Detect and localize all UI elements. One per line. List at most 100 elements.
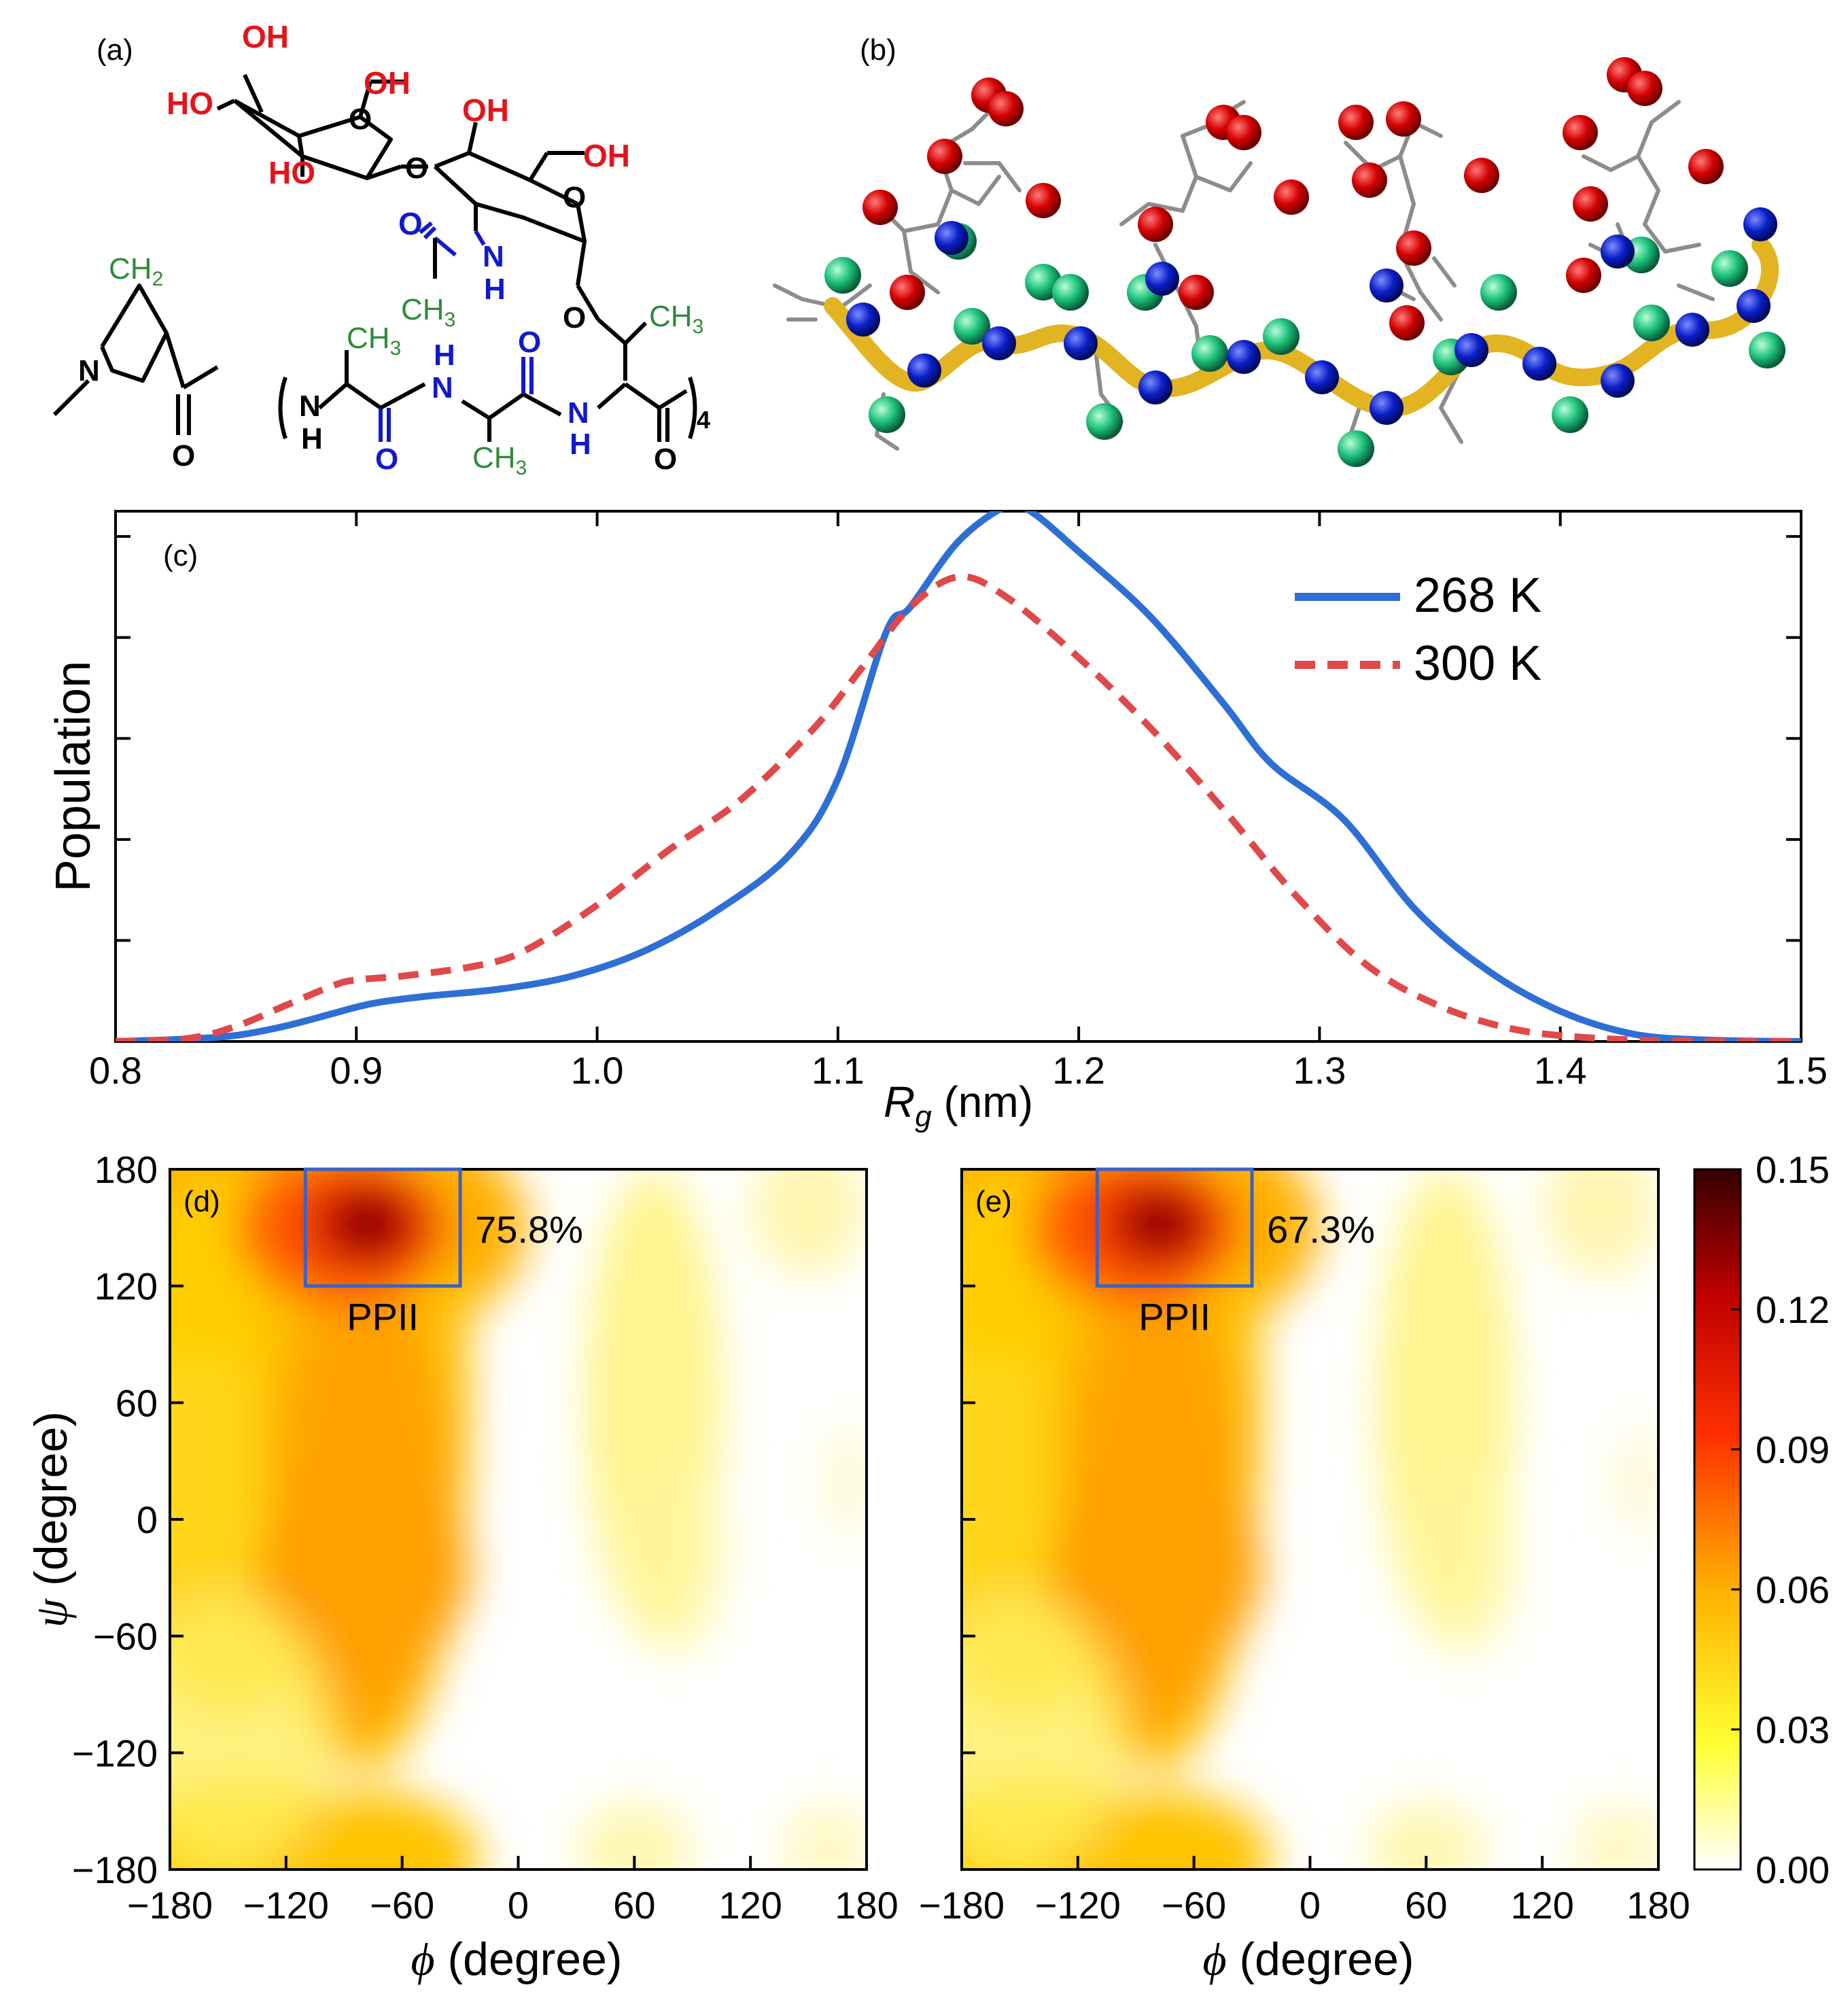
carbon-atom [1749, 332, 1785, 368]
colorbar-tick-label: 0.03 [1756, 1708, 1830, 1751]
oxygen-atom [1138, 207, 1173, 242]
oxygen-atom [1563, 115, 1598, 150]
nitrogen-atom [982, 326, 1016, 360]
oxygen-atom [890, 275, 925, 310]
hydroxyl-label: OH [583, 138, 630, 173]
density-blob [962, 1597, 1126, 1869]
x-tick-label: 0.9 [330, 1049, 383, 1092]
density-blob [1068, 1266, 1242, 1734]
alanine-methyl-label: CH3 [347, 322, 401, 360]
axis-ticks: −180 −120 −60 0 60 120 180 [919, 1168, 1690, 1927]
colorbar-ticks: 0.00 0.03 0.06 0.09 0.12 0.15 [1731, 1148, 1830, 1891]
hydroxyl-label: HO [167, 86, 213, 121]
density-blob [576, 1801, 693, 1869]
carbon-atom [1263, 318, 1300, 355]
stick-bond [1228, 161, 1253, 192]
x-tick-label: 1.2 [1052, 1049, 1105, 1092]
series-line-300K [116, 573, 1801, 1041]
acetamide-bonds [419, 221, 486, 279]
x-tick-label: 1.4 [1534, 1049, 1587, 1092]
colorbar: 0.00 0.03 0.06 0.09 0.12 0.15 [1693, 1148, 1830, 1891]
density-blob [618, 1461, 727, 1656]
stick-bond [949, 188, 981, 206]
glycosidic-oxygen-label: O [563, 301, 586, 334]
nitrogen-atom [1675, 313, 1709, 347]
heatmap-density [962, 1169, 1658, 1869]
x-tick-label: 1.3 [1293, 1049, 1346, 1092]
panel-e-label: (e) [975, 1185, 1012, 1218]
galnac-ring [433, 122, 600, 321]
density-blob [266, 1791, 480, 1869]
colorbar-tick-label: 0.09 [1756, 1428, 1830, 1471]
stick-bond [902, 229, 913, 274]
ppii-label: PPII [1138, 1296, 1210, 1339]
plot-frame [114, 510, 1802, 1043]
hydroxyl-label: OH [364, 65, 411, 101]
x-tick-label: 120 [1510, 1884, 1573, 1927]
x-tick-label: −180 [127, 1884, 213, 1927]
amide-hydrogen-label: H [434, 339, 455, 372]
x-axis-label: Rg (nm) [884, 1077, 1033, 1133]
carbon-atom [954, 308, 990, 345]
oxygen-atom [1386, 101, 1421, 137]
stick-bond [1119, 202, 1151, 226]
stick-bond [1418, 290, 1443, 322]
stick-bond [841, 283, 872, 308]
galactose-ring [216, 73, 428, 180]
x-tick-label: 180 [835, 1884, 898, 1927]
nitrogen-atom [1227, 340, 1261, 374]
carbon-atom [1086, 403, 1123, 440]
stick-bond [1677, 283, 1715, 301]
oxygen-atom [1627, 71, 1662, 106]
stick-bond [1181, 134, 1198, 179]
axis-ticks: −180−180 −120 −120 −60 −60 0 0 60 60 120 120 180 180 [72, 1148, 899, 1927]
y-tick-label: 120 [94, 1265, 158, 1308]
panel-c-label: (c) [163, 539, 198, 572]
hydroxyl-label: HO [268, 155, 315, 190]
oxygen-atom [927, 139, 962, 174]
oxygen-atom [1026, 183, 1061, 218]
nitrogen-atom [1737, 289, 1771, 323]
stick-bond [909, 270, 940, 294]
stick-bond [936, 188, 954, 226]
x-tick-label: 0 [1300, 1884, 1321, 1927]
oxygen-atom [1464, 158, 1499, 193]
ppii-percent: 75.8% [475, 1208, 583, 1251]
density-blob [779, 1801, 867, 1869]
y-tick-label: 0 [137, 1498, 158, 1541]
repeat-count-label: 4 [697, 406, 710, 434]
stick-bond [997, 161, 1022, 192]
series-line-268K [116, 511, 1801, 1041]
amide-nitrogen-label: N [483, 240, 504, 273]
x-tick-label: 1.0 [571, 1049, 624, 1092]
stick-bond [1439, 406, 1463, 444]
density-blob [1542, 1169, 1658, 1277]
ppii-percent: 67.3% [1267, 1208, 1375, 1251]
stick-bond [1663, 243, 1701, 254]
oxygen-atom [1396, 230, 1431, 266]
y-tick-label: −60 [93, 1615, 158, 1658]
x-tick-label: −60 [370, 1884, 434, 1927]
panel-a-structure: (a) [52, 19, 710, 479]
y-tick-label: 60 [116, 1381, 158, 1424]
oxygen-atom [1338, 105, 1374, 140]
proline-carbonyl-label: O [172, 439, 195, 472]
oxygen-atom [1573, 186, 1608, 222]
density-blob [170, 1597, 334, 1869]
y-axis-label: ψ (degree) [25, 1411, 77, 1627]
x-tick-label: 60 [613, 1884, 655, 1927]
x-tick-label: 180 [1626, 1884, 1690, 1927]
nitrogen-atom [1145, 262, 1179, 296]
density-blob [336, 1200, 398, 1247]
carbon-atom [1633, 305, 1670, 341]
threonine-bonds [597, 317, 648, 381]
nitrogen-atom [935, 221, 969, 255]
y-axis-label: Population [46, 661, 101, 892]
panel-c-rg-chart: 0.8 0.9 1.0 1.1 1.2 1.3 1.4 1.5 (c) 268 K 300 K… [46, 510, 1828, 1133]
oxygen-atom [988, 91, 1024, 126]
stick-bond [1636, 154, 1660, 192]
stick-bond [1650, 100, 1681, 124]
nitrogen-atom [1522, 347, 1556, 381]
carbon-atom [1191, 335, 1228, 372]
proline-bonds [52, 283, 219, 435]
